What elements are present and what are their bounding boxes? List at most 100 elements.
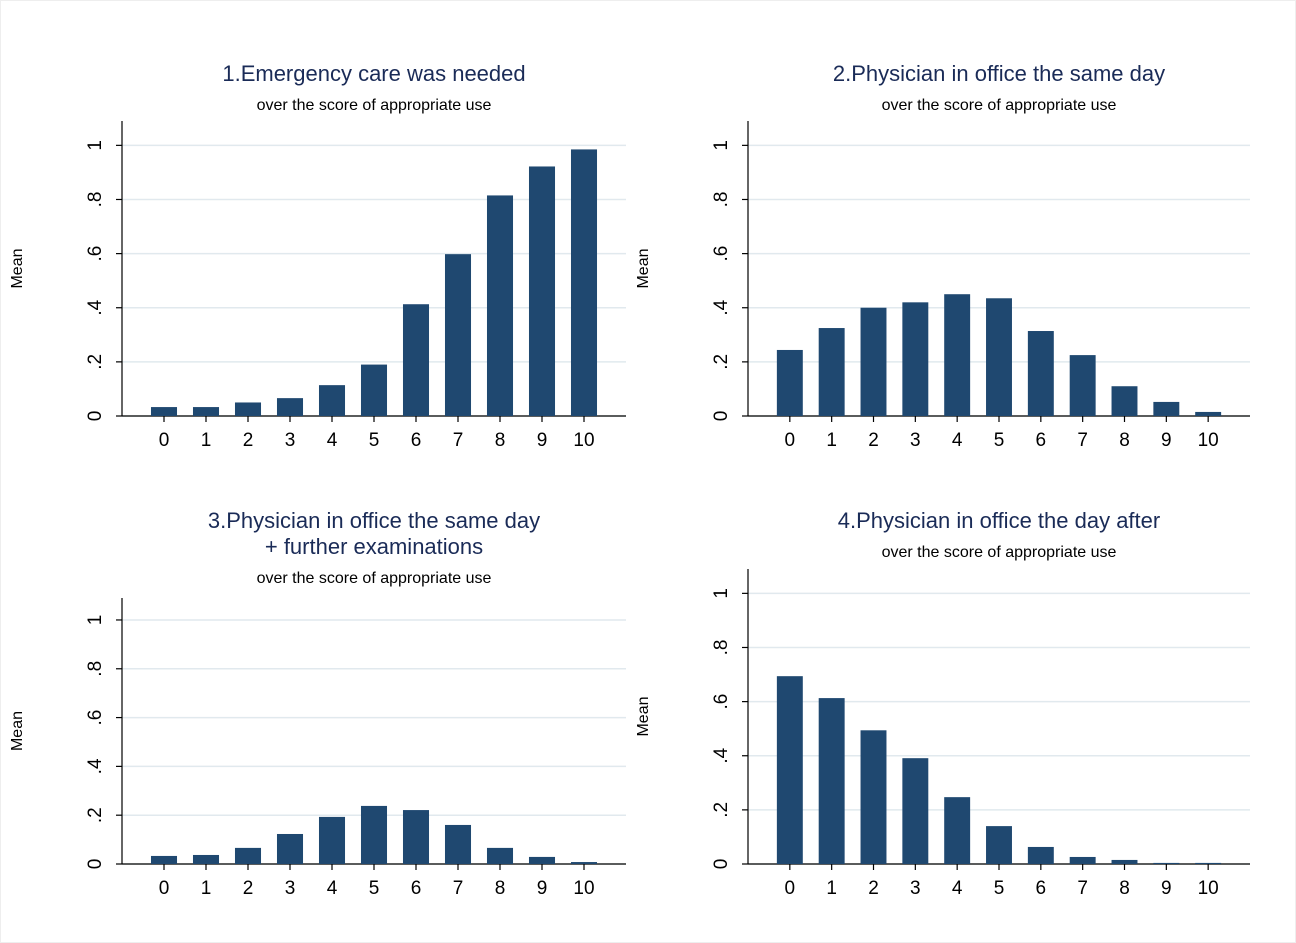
bar: [860, 307, 887, 416]
x-tick-label: 9: [1161, 878, 1172, 899]
bar: [486, 847, 514, 864]
y-tick-label: 0: [711, 859, 732, 870]
x-tick-label: 10: [573, 430, 594, 451]
x-tick-label: 2: [243, 430, 254, 451]
chart-subtitle: over the score of appropriate use: [882, 97, 1117, 114]
y-tick-label: .2: [711, 354, 732, 370]
y-tick-label: 1: [711, 588, 732, 599]
x-tick-label: 5: [994, 878, 1005, 899]
x-tick-label: 6: [411, 878, 422, 899]
bar: [986, 298, 1012, 416]
bar: [1069, 355, 1096, 416]
x-tick-label: 3: [910, 430, 921, 451]
x-tick-label: 4: [327, 430, 338, 451]
x-tick-label: 5: [994, 430, 1005, 451]
y-tick-label: .8: [85, 661, 106, 677]
y-tick-label: .6: [85, 710, 106, 726]
y-tick-label: .6: [711, 694, 732, 710]
x-tick-label: 8: [495, 430, 506, 451]
y-tick-label: 1: [85, 615, 106, 626]
x-tick-label: 4: [952, 430, 963, 451]
x-tick-label: 1: [201, 430, 212, 451]
chart-subtitle: over the score of appropriate use: [257, 570, 492, 587]
x-tick-label: 0: [159, 430, 170, 451]
y-axis-label: Mean: [635, 248, 652, 288]
y-tick-label: 0: [711, 411, 732, 422]
y-tick-label: .6: [85, 246, 106, 262]
bar: [360, 805, 388, 864]
x-tick-label: 0: [785, 430, 796, 451]
x-tick-label: 6: [411, 430, 422, 451]
x-tick-label: 10: [1198, 430, 1219, 451]
x-tick-label: 10: [573, 878, 594, 899]
bar: [150, 407, 178, 416]
y-tick-label: .4: [85, 758, 106, 774]
y-tick-label: .8: [85, 192, 106, 208]
y-tick-label: .6: [711, 246, 732, 262]
chart-subtitle: over the score of appropriate use: [257, 97, 492, 114]
bar: [360, 364, 388, 416]
y-tick-label: .8: [711, 192, 732, 208]
x-tick-label: 3: [285, 878, 296, 899]
bar: [776, 676, 803, 864]
bar: [818, 328, 845, 416]
x-tick-label: 6: [1036, 878, 1047, 899]
bar: [528, 166, 556, 416]
bar: [944, 294, 971, 416]
y-tick-label: 0: [85, 859, 106, 870]
x-tick-label: 8: [495, 878, 506, 899]
bar: [276, 398, 304, 416]
x-tick-label: 3: [910, 878, 921, 899]
x-tick-label: 1: [826, 430, 837, 451]
x-tick-label: 2: [243, 878, 254, 899]
y-tick-label: 1: [711, 140, 732, 151]
x-tick-label: 0: [785, 878, 796, 899]
x-tick-label: 7: [1077, 430, 1088, 451]
y-axis-label: Mean: [635, 696, 652, 736]
chart-title: 3.Physician in office the same day: [208, 508, 540, 533]
x-tick-label: 10: [1198, 878, 1219, 899]
x-tick-label: 7: [453, 878, 464, 899]
x-tick-label: 3: [285, 430, 296, 451]
bar: [1027, 846, 1054, 864]
y-tick-label: 0: [85, 411, 106, 422]
bar: [192, 854, 220, 864]
y-tick-label: .2: [711, 802, 732, 818]
x-tick-label: 9: [1161, 430, 1172, 451]
bar: [818, 698, 845, 864]
bar: [402, 810, 430, 864]
bar: [860, 730, 887, 864]
bar: [528, 856, 556, 864]
x-tick-label: 9: [537, 430, 548, 451]
chart-title: 2.Physician in office the same day: [833, 61, 1165, 86]
bar: [1153, 401, 1180, 416]
bar: [444, 824, 472, 864]
y-tick-label: .2: [85, 807, 106, 823]
x-tick-label: 2: [868, 430, 879, 451]
x-tick-label: 7: [453, 430, 464, 451]
chart-title: 1.Emergency care was needed: [222, 61, 525, 86]
bar: [944, 797, 971, 864]
bar: [192, 407, 220, 416]
bar: [318, 816, 346, 864]
y-axis-label: Mean: [9, 248, 26, 288]
y-tick-label: 1: [85, 140, 106, 151]
bar: [150, 855, 178, 864]
y-tick-label: .8: [711, 640, 732, 656]
bar: [1153, 862, 1180, 864]
bar: [570, 149, 598, 417]
x-tick-label: 5: [369, 430, 380, 451]
x-tick-label: 5: [369, 878, 380, 899]
bar: [318, 385, 346, 416]
x-tick-label: 4: [952, 878, 963, 899]
x-tick-label: 1: [826, 878, 837, 899]
chart-title: 4.Physician in office the day after: [838, 508, 1160, 533]
y-tick-label: .4: [85, 299, 106, 315]
bar: [234, 402, 262, 416]
bar: [234, 847, 262, 864]
bar: [1111, 386, 1138, 416]
bar: [902, 758, 929, 864]
x-tick-label: 0: [159, 878, 170, 899]
bar: [276, 833, 304, 864]
